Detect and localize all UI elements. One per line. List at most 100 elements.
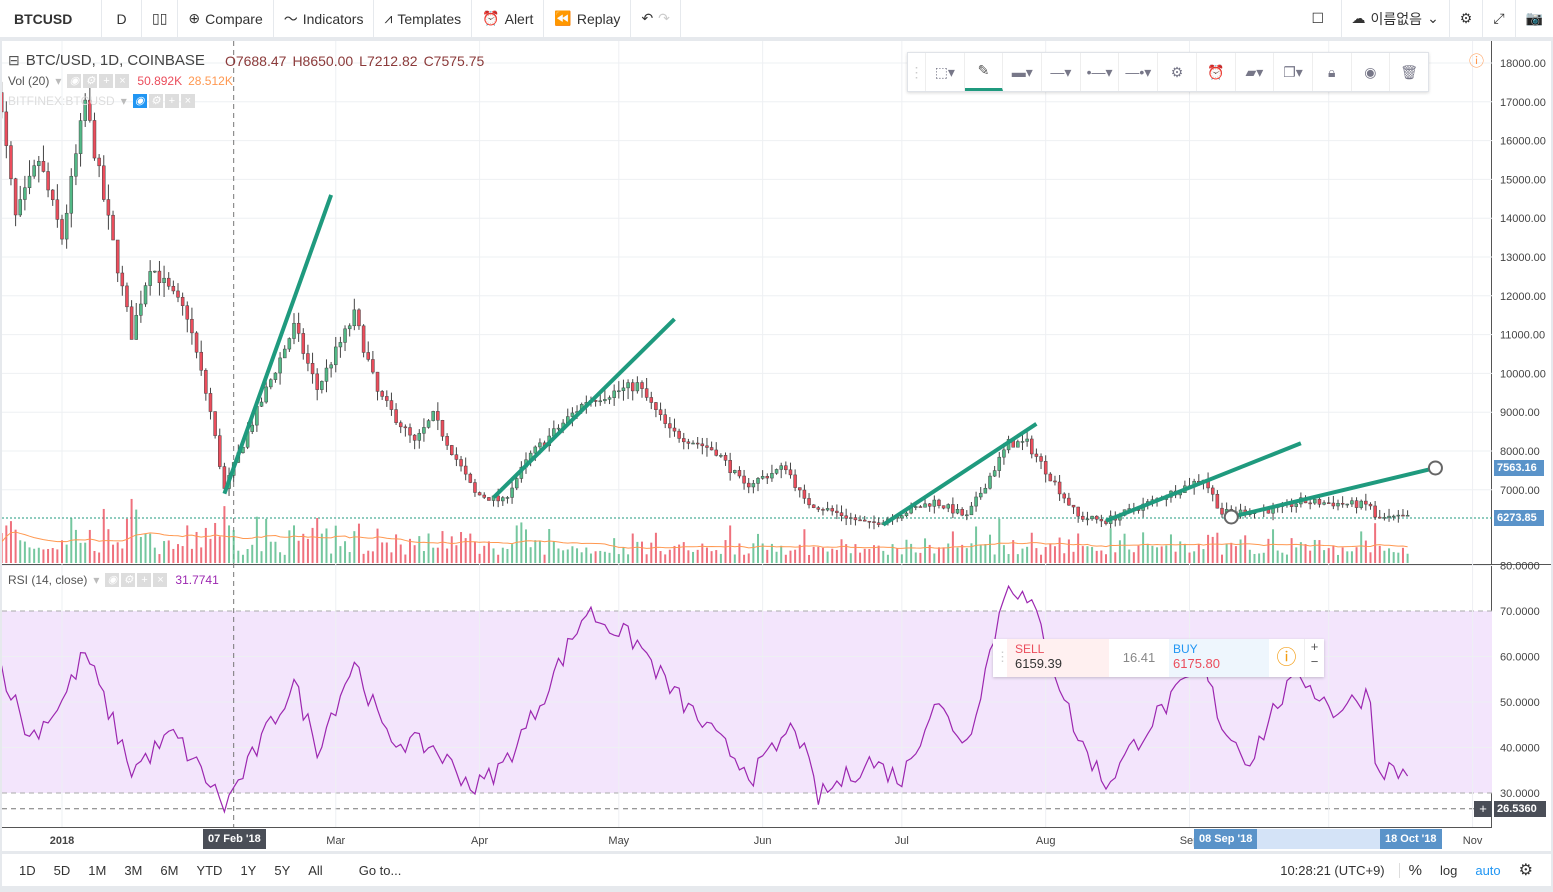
line-width-button[interactable]: ▬▾: [1003, 53, 1043, 91]
templates-button[interactable]: ⩘ Templates: [374, 0, 473, 37]
volume-bar: [381, 542, 384, 563]
select-area-button[interactable]: ⬚▾: [926, 53, 965, 91]
compare-controls[interactable]: ◉ ⚙ + ×: [132, 93, 197, 108]
percent-toggle[interactable]: %: [1408, 861, 1422, 879]
drag-handle-icon[interactable]: ⋮: [908, 53, 926, 91]
volume-bar: [566, 549, 569, 563]
chart-canvas[interactable]: 18000.00 17000.00 16000.00 15000.00 14000.00…: [2, 41, 1551, 851]
collapse-icon[interactable]: ⊟: [8, 52, 20, 68]
candle-body: [746, 482, 751, 488]
chart-type-button[interactable]: ▯▯: [142, 0, 179, 37]
sell-button[interactable]: SELL 6159.39: [1007, 639, 1109, 677]
series-title[interactable]: BTC/USD, 1D, COINBASE: [25, 52, 205, 69]
zoom-buttons: + −: [1304, 639, 1324, 677]
volume-bar: [33, 548, 36, 563]
interval-button[interactable]: D: [102, 0, 142, 37]
candle-body: [41, 161, 46, 172]
symbol-search[interactable]: BTCUSD: [0, 0, 102, 37]
info-icon[interactable]: ⓘ: [1276, 647, 1297, 669]
alert-button[interactable]: ⏰ Alert: [472, 0, 545, 37]
range-1d[interactable]: 1D: [19, 862, 36, 878]
rsi-label[interactable]: RSI (14, close): [8, 572, 88, 587]
layout-save-button[interactable]: ☁ 이름없음 ⌄: [1342, 0, 1450, 37]
drag-handle-icon[interactable]: ⋮: [996, 649, 1009, 664]
settings-button[interactable]: ⚙: [1450, 0, 1484, 37]
volume-bar: [390, 552, 393, 563]
range-5d[interactable]: 5D: [53, 862, 71, 878]
candle-body: [459, 459, 463, 467]
indicator-controls[interactable]: ◉ ⚙ + ×: [67, 73, 131, 88]
candle-body: [102, 165, 106, 200]
settings-icon[interactable]: ⚙: [1158, 53, 1197, 91]
minus-icon[interactable]: −: [1310, 654, 1319, 669]
candle-body: [1020, 441, 1025, 443]
pane-divider: [2, 564, 1551, 565]
high-value: H8650.00: [292, 52, 354, 69]
volume-label[interactable]: Vol (20): [8, 73, 50, 88]
range-1m[interactable]: 1M: [88, 862, 107, 878]
clone-button[interactable]: ❐▾: [1274, 53, 1313, 91]
range-1y[interactable]: 1Y: [240, 862, 257, 878]
time-axis-label: Jun: [754, 835, 772, 847]
volume-bar: [56, 549, 59, 563]
volume-bar: [905, 539, 908, 563]
redo-icon[interactable]: ↷: [658, 10, 670, 26]
line-style-button[interactable]: —▾: [1042, 53, 1081, 91]
volume-bar: [79, 542, 82, 563]
volume-bar: [766, 549, 769, 563]
volume-bar: [933, 553, 936, 563]
gear-icon[interactable]: ⚙: [1518, 862, 1533, 879]
snapshot-button[interactable]: 📷: [1516, 0, 1553, 37]
left-end-button[interactable]: •—▾: [1081, 53, 1120, 91]
compare-symbol[interactable]: BITFINEX:BTCUSD: [8, 93, 115, 108]
goto-button[interactable]: Go to...: [358, 862, 402, 878]
volume-bar: [817, 546, 820, 563]
fullscreen-toggle[interactable]: ☐: [1302, 0, 1342, 37]
volume-bar: [1179, 541, 1182, 563]
candle-body: [617, 390, 621, 393]
eye-icon[interactable]: ◉: [1352, 53, 1391, 91]
crosshair-plus-icon[interactable]: +: [1474, 801, 1492, 817]
candle-body: [88, 99, 92, 121]
rsi-controls[interactable]: ◉ ⚙ + ×: [105, 572, 169, 587]
auto-toggle[interactable]: auto: [1475, 862, 1501, 878]
warning-icon[interactable]: ⓘ: [1469, 53, 1485, 70]
time-axis-label: Apr: [471, 835, 488, 847]
volume-bar: [265, 518, 268, 563]
range-3m[interactable]: 3M: [124, 862, 143, 878]
volume-bar: [1165, 545, 1168, 563]
range-start-tag: 08 Sep '18: [1194, 829, 1258, 849]
trash-icon[interactable]: 🗑︎: [1400, 63, 1418, 80]
square-icon: ☐: [1311, 10, 1325, 26]
plus-icon[interactable]: +: [1310, 639, 1319, 654]
candle-body: [46, 171, 50, 191]
rsi-axis-label: 80.0000: [1500, 561, 1540, 573]
right-end-button[interactable]: —•▾: [1119, 53, 1159, 91]
buy-button[interactable]: BUY 6175.80: [1169, 639, 1269, 677]
range-all[interactable]: All: [308, 862, 323, 878]
indicators-button[interactable]: 〜 Indicators: [274, 0, 375, 37]
range-ytd[interactable]: YTD: [196, 862, 223, 878]
visual-order-button[interactable]: ▰▾: [1236, 53, 1275, 91]
replay-button[interactable]: ⏪ Replay: [544, 0, 632, 37]
line-color-button[interactable]: ✎: [964, 53, 1004, 91]
compare-button[interactable]: ⊕ Compare: [178, 0, 274, 37]
candle-body: [408, 427, 412, 436]
volume-bar: [692, 551, 695, 563]
undo-icon[interactable]: ↶: [641, 10, 654, 26]
lock-icon[interactable]: 🔒︎: [1313, 53, 1352, 91]
volume-bar: [1225, 543, 1228, 563]
candle-body: [927, 503, 932, 507]
candle-body: [1057, 481, 1062, 495]
range-6m[interactable]: 6M: [160, 862, 179, 878]
volume-ma-line: [2, 531, 1408, 549]
volume-bar: [65, 544, 68, 563]
range-5y[interactable]: 5Y: [274, 862, 291, 878]
volume-bar: [269, 541, 272, 563]
chart-area[interactable]: 18000.00 17000.00 16000.00 15000.00 14000.00…: [2, 41, 1551, 851]
add-alert-icon[interactable]: ⏰: [1197, 53, 1236, 91]
fullscreen-button[interactable]: ⤢: [1483, 0, 1516, 37]
candle-body: [1085, 518, 1090, 521]
log-toggle[interactable]: log: [1439, 862, 1458, 878]
candle-body: [640, 382, 644, 389]
